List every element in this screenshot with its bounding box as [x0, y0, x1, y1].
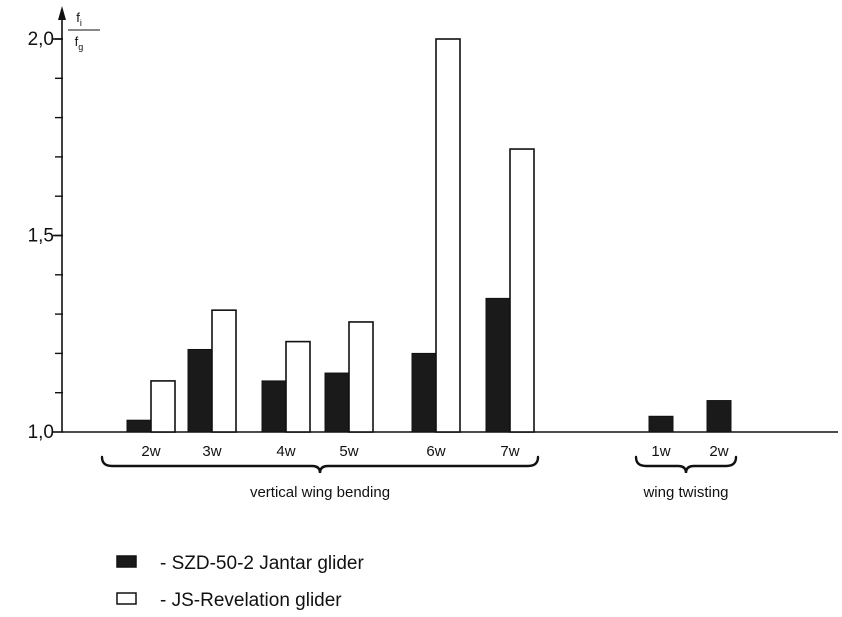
- legend-swatch-revelation: [116, 592, 137, 605]
- y-tick-label: 2,0: [28, 29, 54, 50]
- group-brace: [100, 455, 540, 474]
- bar-revelation: [150, 380, 176, 433]
- y-axis-arrow: [58, 6, 66, 20]
- x-tick-label: 1w: [651, 443, 670, 460]
- x-tick-label: 6w: [426, 443, 445, 460]
- group-braces: vertical wing bending wing twisting: [100, 455, 738, 501]
- bar-revelation: [348, 321, 374, 433]
- y-label-numerator: fi: [76, 10, 82, 28]
- bar-jantar: [411, 352, 437, 433]
- x-tick-label: 3w: [202, 443, 221, 460]
- x-tick-label: 4w: [276, 443, 295, 460]
- bar-jantar: [706, 400, 732, 433]
- x-tick-label: 2w: [709, 443, 728, 460]
- y-tick-label: 1,0: [28, 422, 54, 443]
- group-brace: [634, 455, 738, 474]
- legend-label-revelation: - JS-Revelation glider: [160, 590, 342, 611]
- bar-revelation: [285, 340, 311, 433]
- group-label: wing twisting: [642, 484, 728, 501]
- legend-swatch-jantar: [116, 555, 137, 568]
- y-label-denominator: fg: [75, 34, 84, 52]
- bar-revelation: [435, 38, 461, 433]
- x-tick-label: 5w: [339, 443, 358, 460]
- bar-revelation: [211, 309, 237, 433]
- bar-jantar: [126, 419, 152, 433]
- y-axis-label: fi fg: [68, 10, 100, 52]
- x-tick-label: 7w: [500, 443, 519, 460]
- bar-jantar: [324, 372, 350, 433]
- bar-jantar: [187, 348, 213, 433]
- bar-jantar: [485, 297, 511, 433]
- y-tick-label: 1,5: [28, 226, 54, 247]
- legend-label-jantar: - SZD-50-2 Jantar glider: [160, 553, 364, 574]
- bar-revelation: [509, 148, 535, 433]
- x-tick-labels: 2w 3w 4w 5w 6w 7w 1w 2w: [141, 443, 728, 460]
- bar-jantar: [261, 380, 287, 433]
- x-tick-label: 2w: [141, 443, 160, 460]
- bar-jantar: [648, 415, 674, 433]
- bars: [126, 38, 732, 433]
- legend: - SZD-50-2 Jantar glider - JS-Revelation …: [116, 553, 364, 611]
- group-label: vertical wing bending: [250, 484, 390, 501]
